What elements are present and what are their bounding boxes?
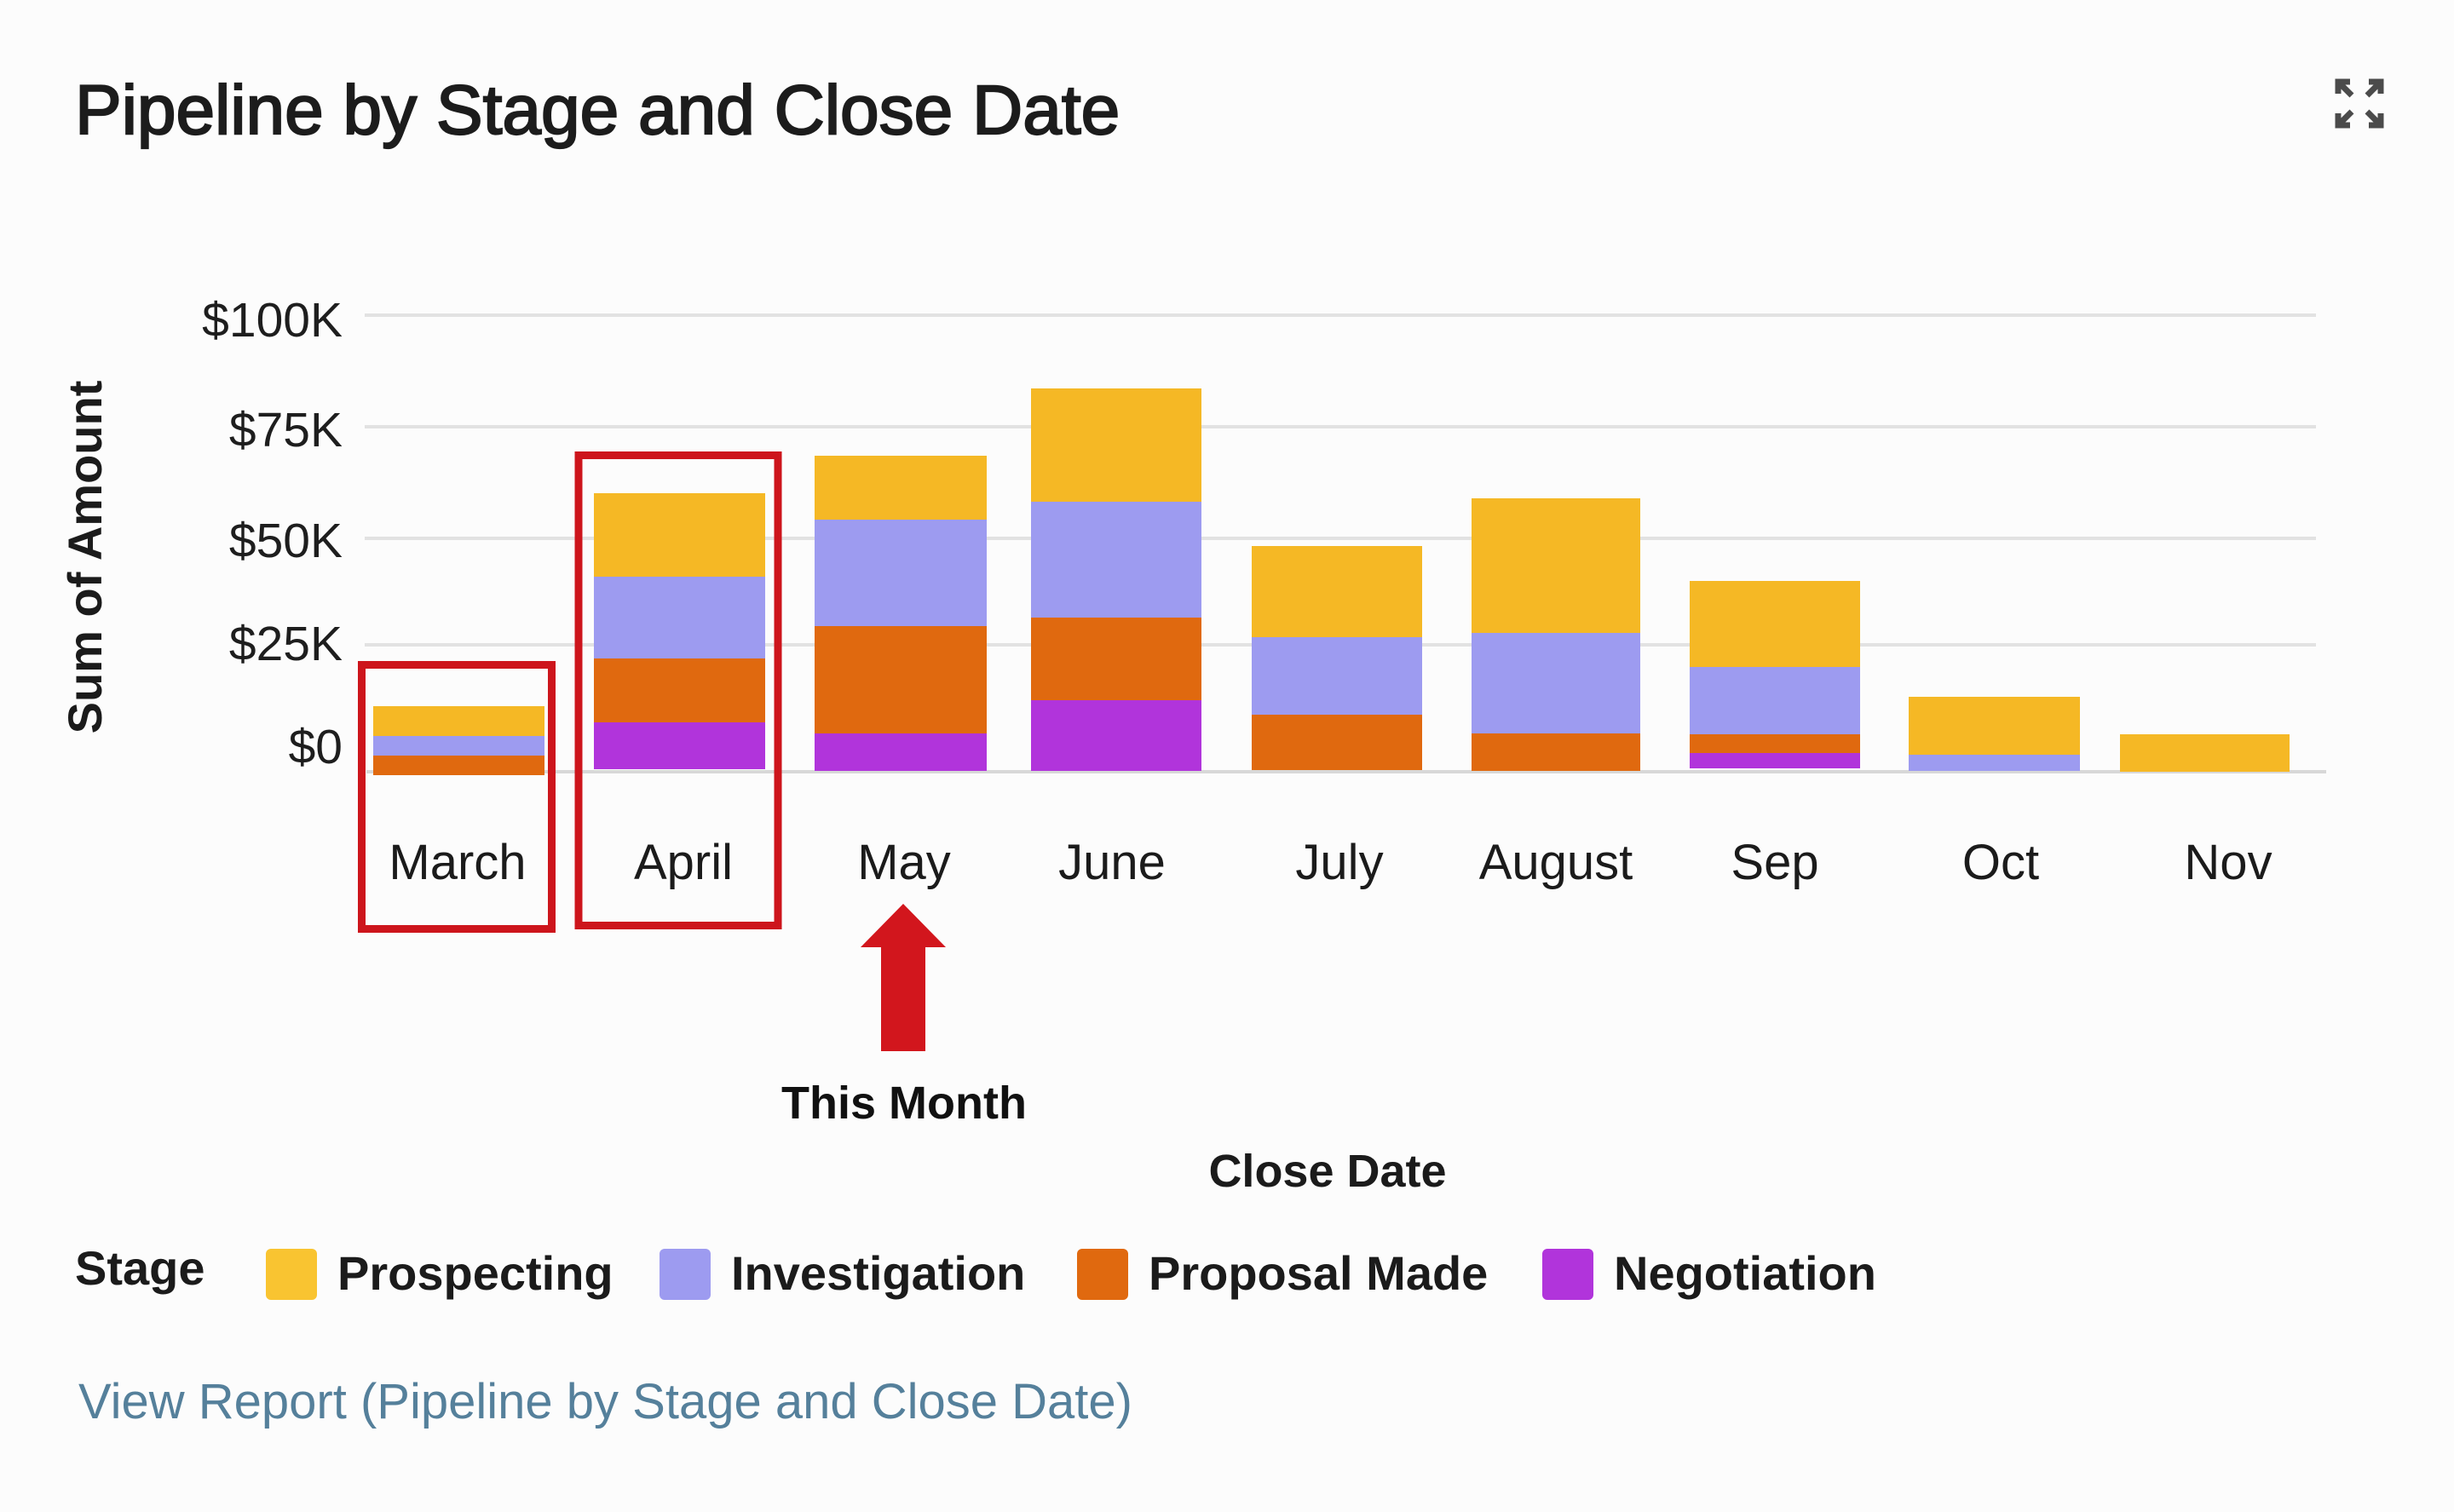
svg-text:Close Date: Close Date (1208, 1146, 1446, 1197)
svg-text:Sum of Amount: Sum of Amount (58, 381, 112, 734)
svg-text:$100K: $100K (202, 293, 343, 348)
svg-text:$50K: $50K (229, 514, 343, 568)
svg-text:May: May (857, 835, 951, 890)
svg-text:Sep: Sep (1731, 835, 1818, 890)
svg-text:Investigation: Investigation (731, 1246, 1025, 1300)
svg-text:Negotiation: Negotiation (1614, 1246, 1876, 1300)
svg-text:Pipeline by Stage and Close Da: Pipeline by Stage and Close Date (75, 72, 1120, 149)
svg-text:This Month: This Month (781, 1078, 1027, 1129)
svg-text:Nov: Nov (2184, 835, 2272, 890)
svg-text:Oct: Oct (1962, 835, 2039, 890)
svg-text:$0: $0 (289, 720, 343, 774)
svg-text:June: June (1058, 835, 1166, 890)
svg-text:April: April (634, 835, 733, 890)
svg-text:August: August (1479, 835, 1633, 890)
svg-text:Proposal Made: Proposal Made (1149, 1246, 1488, 1300)
svg-text:July: July (1295, 835, 1383, 890)
svg-text:Prospecting: Prospecting (337, 1246, 614, 1300)
svg-text:View Report (Pipeline by Stage: View Report (Pipeline by Stage and Close… (78, 1374, 1132, 1429)
svg-text:March: March (389, 835, 526, 890)
svg-text:$75K: $75K (229, 403, 343, 457)
svg-text:Stage: Stage (75, 1241, 205, 1295)
svg-text:$25K: $25K (229, 617, 343, 671)
